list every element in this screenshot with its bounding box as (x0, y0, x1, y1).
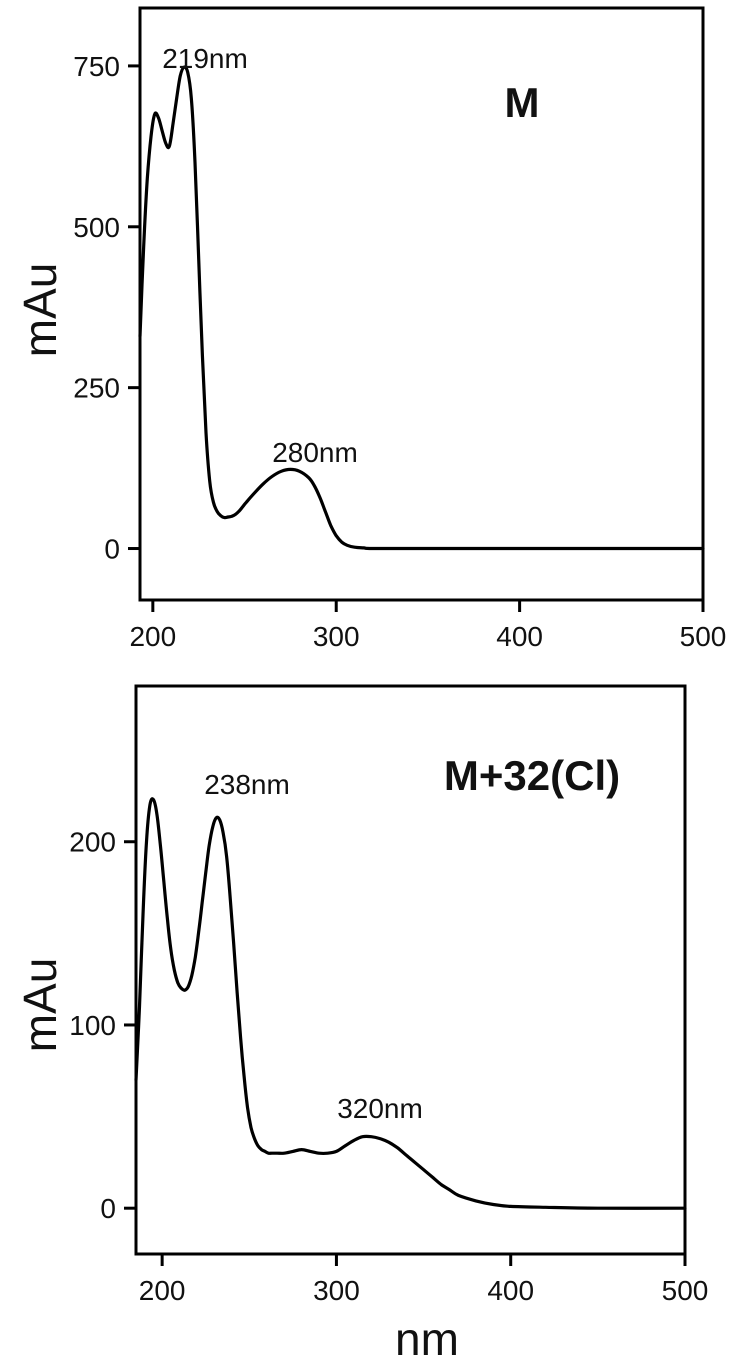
panel-m32cl-x-tick-label: 200 (139, 1275, 186, 1306)
panel-m-axes: 200 300 400 500 0 250 500 750 (73, 51, 726, 652)
panel-m-y-tick-label: 0 (104, 534, 120, 565)
panel-m-title: M (505, 79, 540, 126)
panel-m32cl-annotation-238nm: 238nm (204, 769, 290, 800)
panel-m32cl-x-axis-title: nm (395, 1313, 459, 1365)
panel-m-x-tick-label: 500 (680, 621, 727, 652)
panel-m-y-tick-label: 250 (73, 373, 120, 404)
panel-m-annotation-280nm: 280nm (272, 437, 358, 468)
panel-m32cl-y-tick-label: 100 (69, 1010, 116, 1041)
panel-m32cl-y-axis-title: mAu (14, 958, 66, 1053)
panel-m-y-axis-title: mAu (14, 263, 66, 358)
panel-m32cl-y-tick-label: 200 (69, 827, 116, 858)
panel-m32cl-y-tick-label: 0 (100, 1193, 116, 1224)
panel-m32cl-x-tick-label: 400 (487, 1275, 534, 1306)
panel-m32cl-title: M+32(Cl) (444, 752, 620, 799)
panel-m32cl-x-tick-label: 500 (662, 1275, 709, 1306)
panel-m-frame (138, 6, 705, 602)
panel-m32cl-axes: 200 300 400 500 0 100 200 (69, 827, 708, 1306)
panel-m32cl-spectrum-line (134, 797, 687, 1210)
panel-m: 200 300 400 500 0 250 500 750 M mAu 219nm 280nm (14, 6, 726, 652)
panel-m32cl-x-tick-label: 300 (313, 1275, 360, 1306)
panel-m-y-tick-label: 500 (73, 212, 120, 243)
panel-m32cl-annotation-320nm: 320nm (337, 1093, 423, 1124)
panel-m-x-tick-label: 200 (129, 621, 176, 652)
panel-m32cl: 200 300 400 500 0 100 200 M+32(Cl) mAu nm 238n… (14, 684, 708, 1365)
panel-m-x-tick-label: 400 (496, 621, 543, 652)
panel-m32cl-frame (134, 684, 687, 1256)
panel-m-annotation-219nm: 219nm (162, 43, 248, 74)
panel-m-x-tick-label: 300 (313, 621, 360, 652)
panel-m-y-tick-label: 750 (73, 51, 120, 82)
panel-m-spectrum-line (138, 65, 705, 551)
